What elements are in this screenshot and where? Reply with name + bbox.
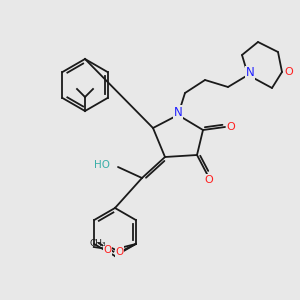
- Text: N: N: [174, 106, 182, 118]
- Text: N: N: [246, 67, 254, 80]
- Text: HO: HO: [94, 160, 110, 170]
- Text: O: O: [205, 175, 213, 185]
- Text: O: O: [104, 245, 112, 255]
- Text: CH₃: CH₃: [89, 239, 106, 248]
- Text: O: O: [285, 67, 293, 77]
- Text: O: O: [226, 122, 236, 132]
- Text: O: O: [116, 247, 124, 257]
